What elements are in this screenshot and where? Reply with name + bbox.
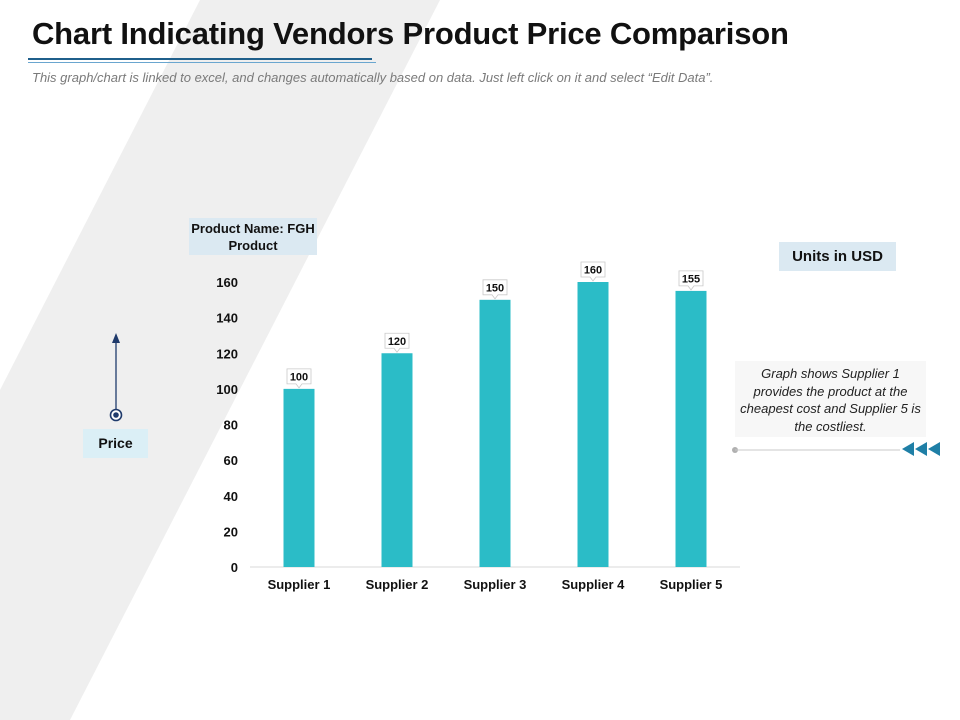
price-label: Price (83, 429, 148, 458)
data-label-box (286, 368, 312, 389)
bar (675, 290, 707, 567)
x-tick-label: Supplier 3 (464, 577, 527, 592)
page-title: Chart Indicating Vendors Product Price C… (32, 16, 789, 51)
data-label-box (384, 332, 410, 353)
data-label: 150 (486, 282, 504, 294)
y-tick-label: 40 (224, 489, 238, 504)
y-tick-label: 60 (224, 453, 238, 468)
price-arrow-icon (109, 333, 123, 422)
y-tick-label: 160 (216, 275, 238, 290)
x-tick-label: Supplier 5 (660, 577, 723, 592)
bar (381, 353, 413, 567)
y-tick-label: 0 (231, 560, 238, 575)
x-tick-label: Supplier 1 (268, 577, 331, 592)
bar-chart: 0 20 40 60 80 100 120 140 160 100 Supplier 1 120 Sup… (216, 261, 740, 592)
product-name-label: Product Name: FGH Product (189, 218, 317, 255)
data-label: 160 (584, 265, 602, 277)
title-underline (28, 58, 372, 60)
data-label: 120 (388, 336, 406, 348)
page-subtitle: This graph/chart is linked to excel, and… (32, 70, 714, 85)
y-tick-label: 100 (216, 382, 238, 397)
bar (283, 388, 315, 567)
bar (577, 282, 609, 567)
x-tick-label: Supplier 2 (366, 577, 429, 592)
data-label-box (678, 270, 704, 291)
y-tick-label: 120 (216, 346, 238, 361)
data-label: 100 (290, 371, 308, 383)
data-label-box (580, 261, 606, 282)
bar (479, 299, 511, 567)
callout-text: Graph shows Supplier 1 provides the prod… (735, 361, 926, 437)
title-underline-light (28, 62, 376, 63)
data-label: 155 (682, 273, 700, 285)
y-tick-label: 80 (224, 418, 238, 433)
units-label: Units in USD (779, 242, 896, 271)
y-tick-label: 20 (224, 524, 238, 539)
y-tick-label: 140 (216, 311, 238, 326)
callout-pointer-icon (732, 442, 940, 456)
x-tick-label: Supplier 4 (562, 577, 626, 592)
data-label-box (482, 279, 508, 300)
